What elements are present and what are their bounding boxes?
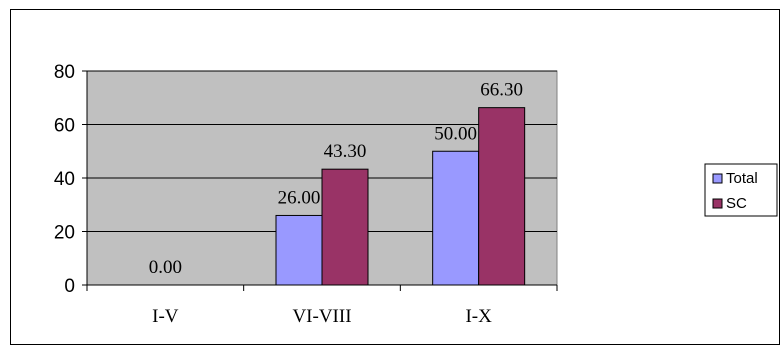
y-tick-label: 40 [54, 169, 75, 190]
bar-sc-vi-viii [321, 168, 369, 286]
legend-label-sc: SC [726, 195, 747, 212]
data-labels: 0.00 26.00 43.30 50.00 66.30 [149, 80, 523, 278]
legend-swatch-total [712, 173, 723, 184]
x-tick-label: VI-VIII [292, 306, 351, 327]
data-label: 66.30 [480, 80, 523, 101]
bar-total-vi-viii [275, 214, 323, 286]
data-label: 50.00 [434, 123, 477, 144]
legend-label-total: Total [726, 170, 758, 187]
data-label: 0.00 [149, 257, 182, 278]
data-label: 26.00 [278, 187, 321, 208]
data-label: 43.30 [324, 141, 367, 162]
y-tick-labels: 0 20 40 60 80 [54, 62, 75, 297]
y-tick-label: 20 [54, 223, 75, 244]
y-tick-label: 80 [54, 62, 75, 83]
legend-swatch-sc [712, 198, 723, 209]
x-tick-label: I-X [465, 306, 492, 327]
axes [82, 70, 558, 291]
bars [275, 107, 526, 286]
y-tick-label: 0 [64, 276, 75, 297]
y-tick-label: 60 [54, 116, 75, 137]
bar-sc-i-x [478, 107, 526, 286]
x-tick-label: I-V [152, 306, 179, 327]
legend: Total SC [704, 163, 778, 217]
bar-total-i-x [432, 150, 480, 286]
x-tick-labels: I-V VI-VIII I-X [152, 306, 492, 327]
